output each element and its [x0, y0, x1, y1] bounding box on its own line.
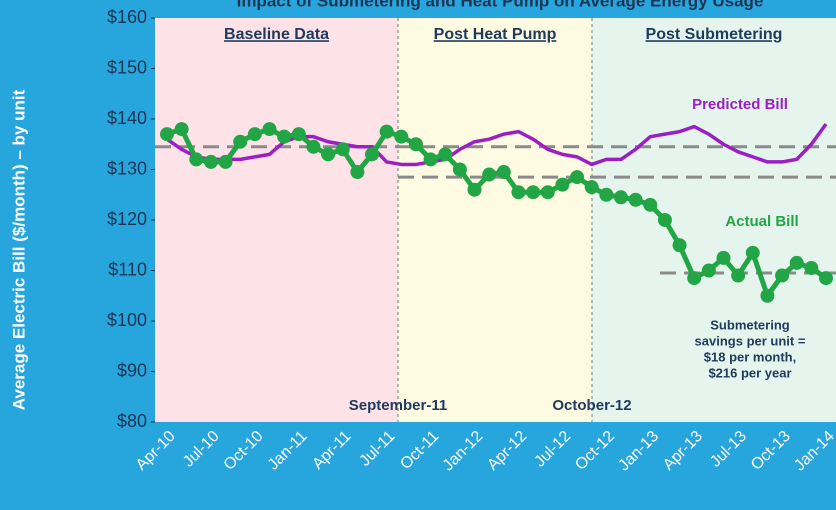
data-point — [203, 154, 218, 169]
x-tick-label: Jan-13 — [615, 428, 662, 475]
data-point — [423, 152, 438, 167]
x-tick-label: Apr-10 — [133, 428, 179, 474]
region — [398, 18, 592, 422]
data-point — [657, 213, 672, 227]
data-point — [555, 177, 570, 192]
data-point — [262, 122, 277, 137]
y-tick-label: $110 — [108, 259, 147, 279]
data-point — [365, 147, 380, 162]
series-label: Predicted Bill — [692, 96, 788, 113]
region-label: Post Heat Pump — [434, 26, 557, 43]
y-tick-label: $150 — [107, 57, 147, 77]
data-point — [277, 129, 292, 144]
x-tick-label: Oct-11 — [397, 428, 442, 473]
y-tick-label: $160 — [107, 7, 147, 27]
data-point — [526, 185, 541, 200]
data-point — [613, 190, 628, 205]
note: $216 per year — [708, 365, 791, 380]
data-point — [819, 271, 833, 286]
x-tick-label: Jul-10 — [180, 428, 223, 471]
x-tick-label: Apr-12 — [484, 428, 530, 474]
data-point — [775, 268, 790, 283]
x-tick-label: Jan-12 — [440, 428, 487, 475]
data-point — [760, 288, 775, 303]
data-point — [570, 170, 585, 185]
chart-title: Impact of Submetering and Heat Pump on A… — [237, 0, 764, 10]
data-point — [672, 238, 687, 253]
data-point — [584, 180, 599, 195]
data-point — [643, 197, 658, 212]
data-point — [247, 127, 262, 142]
x-tick-label: Jan-14 — [791, 428, 836, 475]
data-point — [160, 127, 174, 142]
data-point — [379, 124, 394, 139]
y-tick-label: $90 — [117, 360, 147, 380]
note: Submetering — [710, 317, 790, 332]
data-point — [233, 134, 248, 149]
series-line — [166, 126, 828, 299]
annotation: September-11 — [349, 397, 447, 414]
data-point — [438, 147, 453, 162]
data-point — [745, 245, 760, 260]
data-point — [350, 165, 365, 180]
x-tick-label: Apr-11 — [309, 428, 354, 473]
x-tick-label: Jul-13 — [707, 428, 750, 471]
x-tick-label: Jul-12 — [531, 428, 574, 471]
data-point — [496, 165, 511, 180]
annotation: October-12 — [552, 397, 631, 414]
data-point — [452, 162, 467, 177]
x-tick-label: Apr-13 — [660, 428, 706, 474]
data-point — [511, 185, 526, 200]
series-label: Actual Bill — [725, 213, 798, 230]
x-tick-label: Oct-13 — [748, 428, 794, 474]
data-point — [789, 255, 804, 270]
y-tick-label: $80 — [117, 411, 147, 431]
x-tick-label: Oct-12 — [572, 428, 618, 474]
y-tick-label: $140 — [107, 108, 147, 128]
data-point — [218, 154, 233, 169]
data-point — [291, 127, 306, 142]
data-point — [540, 185, 555, 200]
data-point — [189, 152, 204, 167]
x-tick-label: Jul-11 — [356, 428, 398, 470]
data-point — [687, 271, 702, 286]
data-point — [701, 263, 716, 278]
note: savings per unit = — [695, 333, 806, 348]
data-point — [804, 260, 819, 275]
x-tick-label: Oct-10 — [221, 428, 267, 474]
data-point — [174, 122, 189, 137]
data-point — [482, 167, 497, 182]
data-point — [731, 268, 746, 283]
x-tick-label: Jan-11 — [265, 428, 311, 474]
data-point — [716, 250, 731, 265]
data-point — [335, 142, 350, 157]
data-point — [628, 192, 643, 207]
region-label: Post Submetering — [646, 26, 783, 43]
note: $18 per month, — [704, 349, 796, 364]
data-point — [394, 129, 409, 144]
series-line — [166, 123, 828, 167]
y-tick-label: $120 — [107, 209, 147, 229]
y-tick-label: $130 — [107, 158, 147, 178]
data-point — [599, 187, 614, 202]
data-point — [467, 182, 482, 197]
data-point — [321, 147, 336, 162]
region-label: Baseline Data — [224, 26, 329, 43]
y-tick-label: $100 — [107, 310, 147, 330]
data-point — [306, 139, 321, 154]
region — [592, 18, 836, 422]
data-point — [408, 137, 423, 152]
region — [155, 18, 398, 422]
y-axis-label: Average Electric Bill ($/month) – by uni… — [9, 89, 28, 410]
